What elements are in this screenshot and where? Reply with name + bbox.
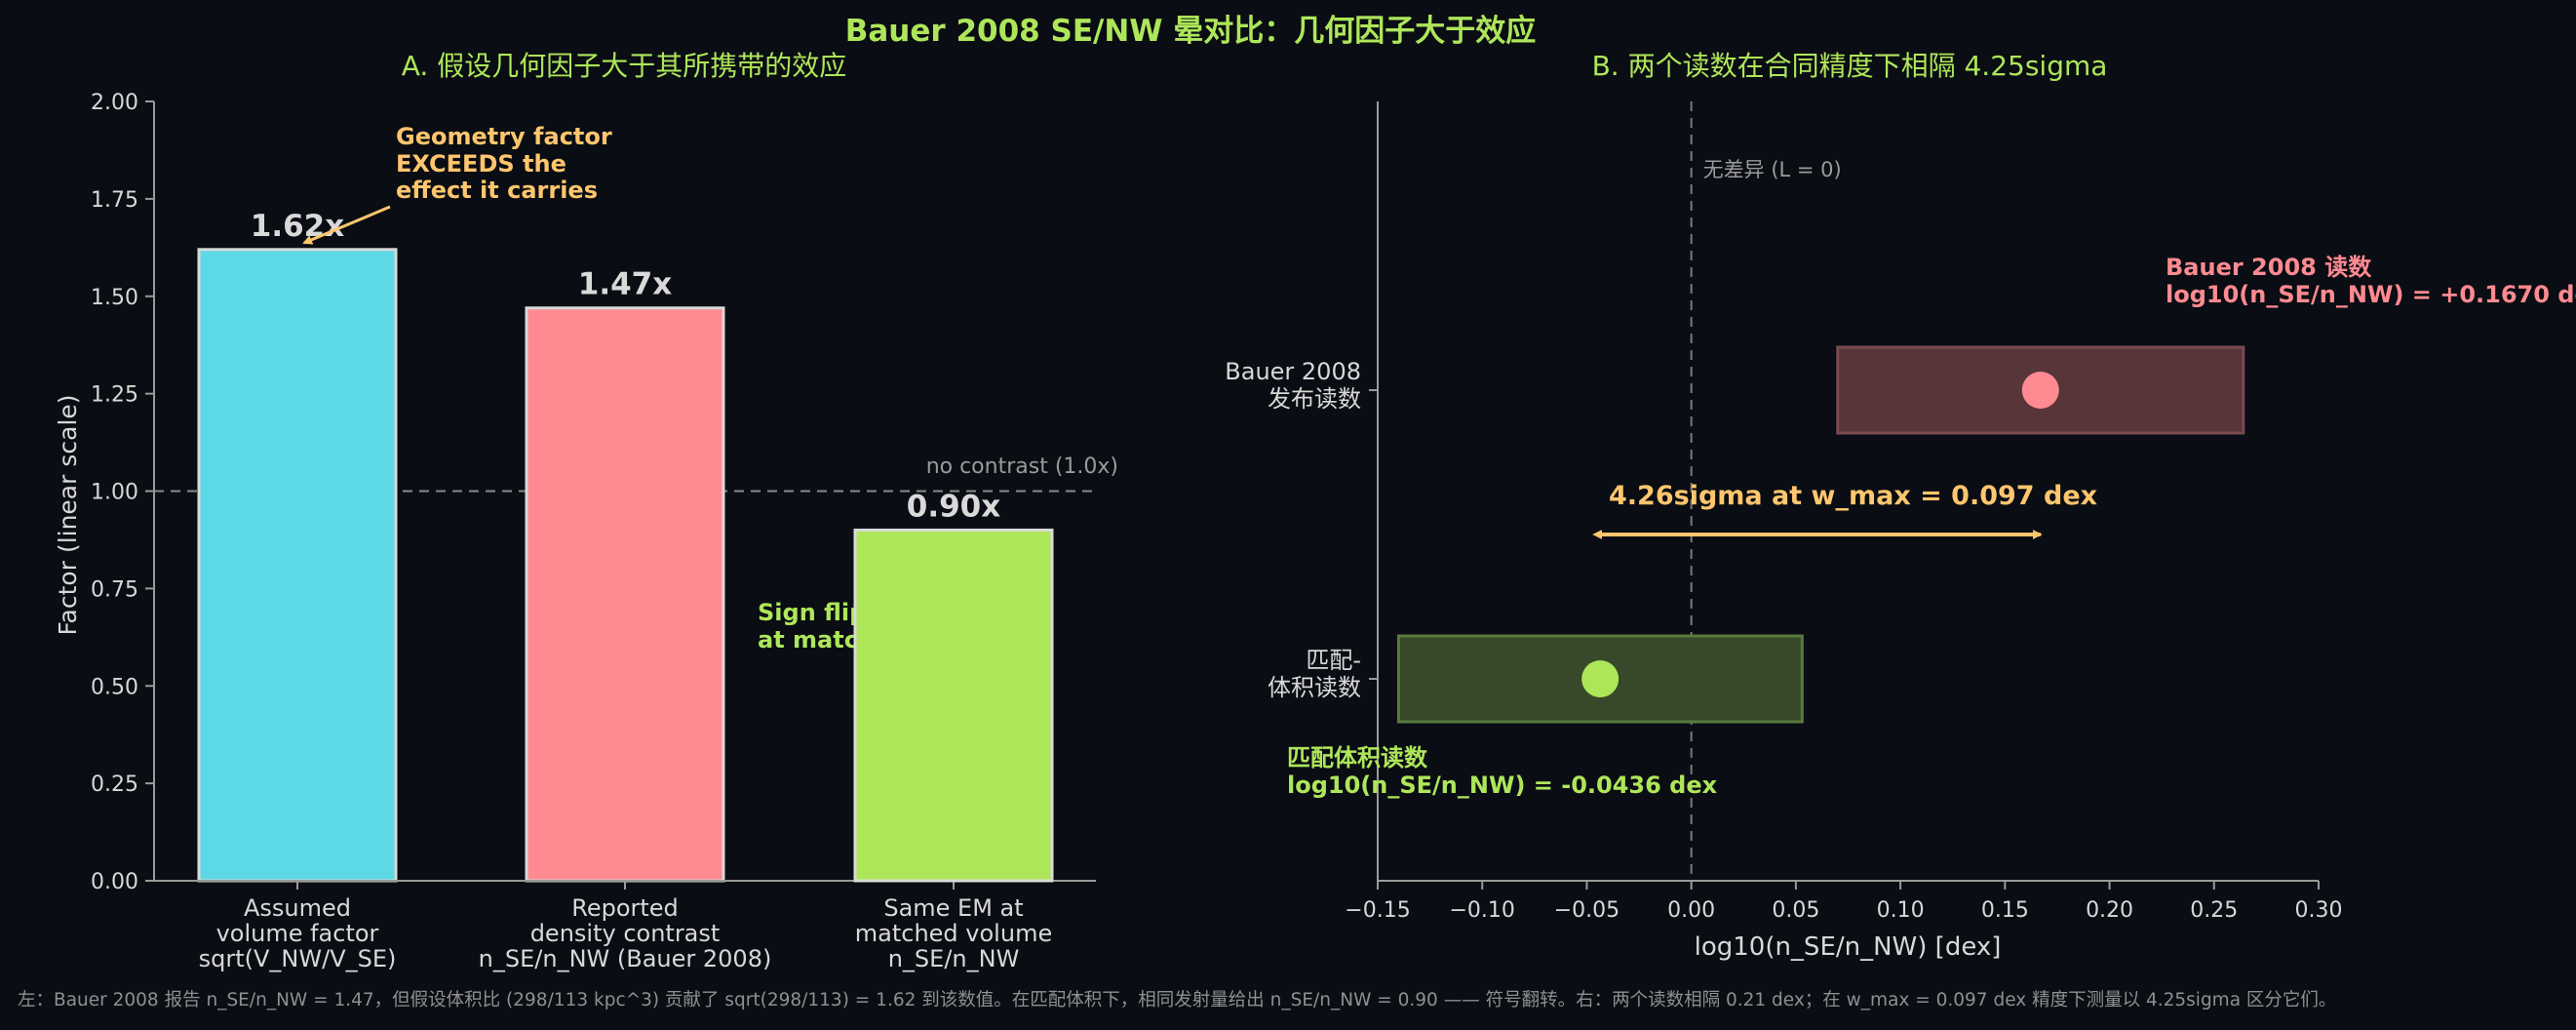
panel-b-x-tick-label: 0.25 xyxy=(2190,898,2238,923)
panel-b-x-tick-label: 0.05 xyxy=(1772,898,1819,923)
panel-b-x-tick-label: 0.20 xyxy=(2086,898,2133,923)
panel-b-x-ticks: −0.15 −0.10 −0.05 0.00 0.05 0.10 0.15 0.20 0.25 0… xyxy=(1345,881,2342,923)
panel-a-x-tick-label: n_SE/n_NW xyxy=(888,945,1020,972)
panel-b-point xyxy=(2021,372,2059,409)
panel-a-x-tick-label: density contrast xyxy=(530,920,721,947)
panel-b-y-tick-label: 发布读数 xyxy=(1268,385,1361,413)
panel-b-title: B. 两个读数在合同精度下相隔 4.25sigma xyxy=(1592,50,2108,82)
panel-b-reading-annotation: 匹配体积读数 xyxy=(1287,744,1428,772)
geometry-annotation-arrow xyxy=(302,205,391,245)
figure-footnote: 左：Bauer 2008 报告 n_SE/n_NW = 1.47，但假设体积比 … xyxy=(18,990,2336,1010)
panel-a-x-tick-label: Reported xyxy=(571,894,679,922)
panel-a-bar xyxy=(525,306,725,883)
geometry-annotation-line-1: Geometry factor xyxy=(396,123,612,150)
panel-a-y-tick-label: 1.00 xyxy=(91,481,138,505)
panel-a-reference-label: no contrast (1.0x) xyxy=(926,455,1118,479)
panel-b-separation: 4.26sigma at w_max = 0.097 dex xyxy=(1592,481,2097,539)
panel-b: B. 两个读数在合同精度下相隔 4.25sigma −0.15 −0.10 −0.0… xyxy=(1225,50,2576,962)
panel-b-zero-line-label: 无差异 (L = 0) xyxy=(1703,158,1842,181)
panel-b-x-tick-label: −0.05 xyxy=(1554,898,1620,923)
panel-b-reading-annotation: Bauer 2008 读数 xyxy=(2166,254,2372,281)
panel-b-x-tick-label: 0.00 xyxy=(1667,898,1715,923)
panel-a-x-tick-label: sqrt(V_NW/V_SE) xyxy=(199,945,397,972)
geometry-annotation-line-3: effect it carries xyxy=(396,177,598,204)
panel-a-y-tick-label: 0.50 xyxy=(91,675,138,699)
panel-b-y-tick-label: 体积读数 xyxy=(1268,674,1361,701)
panel-a-bar xyxy=(197,248,398,883)
panel-b-y-tick-label: 匹配- xyxy=(1306,647,1361,674)
panel-b-zero-line-group: 无差异 (L = 0) xyxy=(1690,101,1842,881)
panel-a-title: A. 假设几何因子大于其所携带的效应 xyxy=(402,50,846,82)
panel-a-y-tick-label: 1.50 xyxy=(91,286,138,310)
panel-b-separation-label: 4.26sigma at w_max = 0.097 dex xyxy=(1609,481,2097,511)
panel-b-x-tick-label: 0.15 xyxy=(1981,898,2029,923)
panel-a-x-tick-label: n_SE/n_NW (Bauer 2008) xyxy=(479,945,772,972)
panel-b-x-tick-label: 0.30 xyxy=(2295,898,2343,923)
panel-a-x-tick-label: matched volume xyxy=(855,920,1052,947)
panel-a-y-tick-label: 2.00 xyxy=(91,91,138,115)
panel-a-x-tick-label: volume factor xyxy=(216,920,379,947)
panel-b-y-tick-label: Bauer 2008 xyxy=(1225,358,1361,385)
panel-a-y-axis-label: Factor (linear scale) xyxy=(54,394,82,635)
panel-a-y-ticks: 0.00 0.25 0.50 0.75 1.00 1.25 1.50 1.75 2.00 xyxy=(91,91,154,894)
panel-a-bars xyxy=(197,248,725,883)
panel-a-bar-label: 1.62x xyxy=(251,209,344,244)
panel-b-x-tick-label: −0.10 xyxy=(1450,898,1515,923)
panel-a: A. 假设几何因子大于其所携带的效应 Factor (linear scale)… xyxy=(54,50,1118,972)
panel-a-bar-labels: 1.62x 1.47x 0.90x xyxy=(251,209,1000,525)
panel-b-reading-annotation: log10(n_SE/n_NW) = -0.0436 dex xyxy=(1287,772,1718,799)
geometry-annotation-line-2: EXCEEDS the xyxy=(396,150,566,178)
panel-a-y-tick-label: 0.75 xyxy=(91,577,138,602)
panel-b-x-tick-label: 0.10 xyxy=(1877,898,1925,923)
panel-a-y-tick-label: 0.00 xyxy=(91,870,138,894)
panel-a-x-tick-label: Assumed xyxy=(244,894,351,922)
panel-b-point xyxy=(1581,660,1620,697)
geometry-annotation: Geometry factor EXCEEDS the effect it ca… xyxy=(302,123,612,245)
figure-suptitle: Bauer 2008 SE/NW 晕对比：几何因子大于效应 xyxy=(845,14,1537,49)
panel-a-foreground xyxy=(853,528,1054,883)
panel-a-bar xyxy=(853,528,1054,883)
panel-b-x-axis-label: log10(n_SE/n_NW) [dex] xyxy=(1695,932,2002,962)
panel-a-x-tick-label: Same EM at xyxy=(883,894,1023,922)
panel-a-bar-label: 0.90x xyxy=(907,489,1000,524)
sign-flip-line-1: Sign flip xyxy=(758,599,866,626)
panel-a-y-tick-label: 0.25 xyxy=(91,772,138,797)
panel-b-reading-annotation: log10(n_SE/n_NW) = +0.1670 dex xyxy=(2166,281,2576,308)
panel-a-bar-label: 1.47x xyxy=(578,267,672,302)
panel-b-x-tick-label: −0.15 xyxy=(1345,898,1410,923)
panel-a-y-tick-label: 1.75 xyxy=(91,188,138,213)
panel-a-y-tick-label: 1.25 xyxy=(91,383,138,408)
